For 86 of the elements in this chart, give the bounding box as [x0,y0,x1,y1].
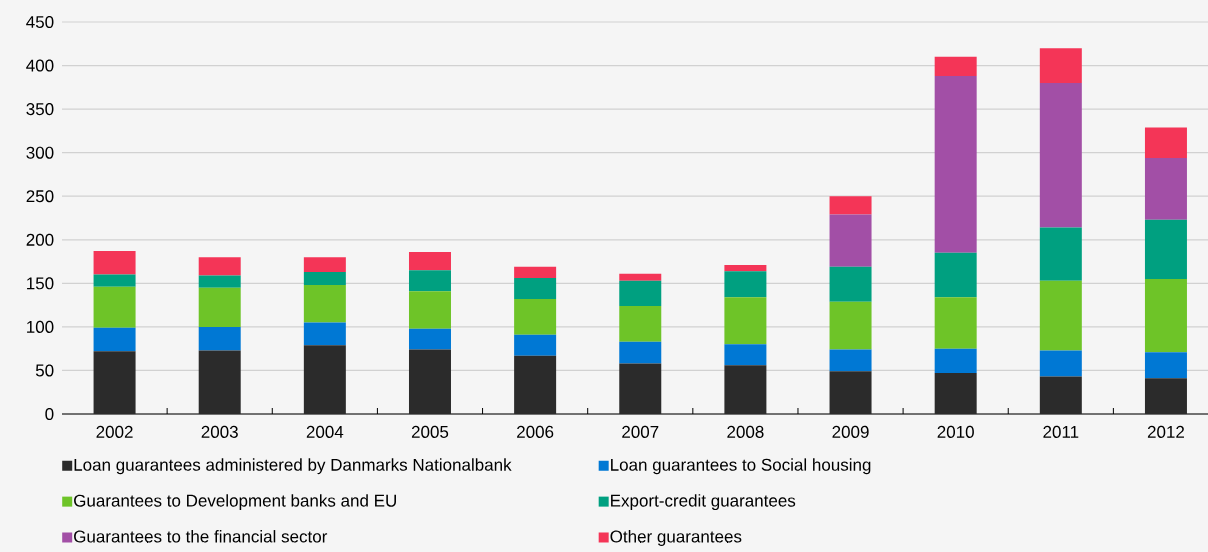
bar [724,265,767,272]
x-tick-label: 2002 [96,425,133,438]
legend-label: Loan guarantees to Social housing [611,458,871,475]
bar [93,351,136,414]
bar [408,291,451,329]
x-tick-label: 2010 [937,425,974,438]
x-tick-label: 2003 [201,425,238,438]
bar [1144,219,1187,279]
bar [514,299,557,335]
bar [619,305,662,342]
bar [303,322,346,346]
bar [724,344,767,366]
bar [198,350,241,414]
bar [93,251,136,275]
bar [93,286,136,328]
x-tick-label: 2004 [306,425,344,438]
bar [198,326,241,351]
y-tick-label: 400 [26,59,54,72]
bar [829,266,872,302]
x-tick-label: 2011 [1043,425,1079,438]
bar [934,348,977,374]
legend-label: Other guarantees [610,530,742,546]
legend-label: Guarantees to Development banks and EU [74,494,396,511]
bar [93,327,136,352]
bar [1144,157,1187,220]
bar [198,287,241,327]
y-tick-label: 300 [26,146,54,159]
bar [198,257,241,276]
bar [303,285,346,323]
bar [724,297,767,345]
bar [934,252,977,298]
bar [198,275,241,288]
bar [934,56,977,76]
bar [408,251,451,271]
x-tick-label: 2008 [727,425,764,438]
bar [1039,48,1082,83]
legend-label: Export-credit guarantees [611,494,796,511]
bar [514,355,557,414]
bar [1039,82,1082,228]
x-tick-label: 2009 [832,425,869,438]
bar [619,363,662,414]
y-tick-label: 50 [35,364,54,377]
bar [93,274,136,287]
y-tick-label: 200 [26,233,54,246]
y-tick-label: 0 [45,407,54,421]
bar [1039,280,1082,351]
bar [1144,278,1187,353]
bar [934,297,977,349]
bar [934,76,977,253]
bar [619,280,662,306]
bar [934,373,977,414]
x-tick-label: 2005 [411,425,449,438]
bar [1039,376,1082,414]
bar [303,345,346,414]
y-tick-label: 150 [27,277,54,290]
bar [829,371,872,414]
bar [829,301,872,350]
x-tick-label: 2012 [1147,425,1184,438]
bar [408,270,451,292]
bar [514,278,557,300]
bar [514,266,557,279]
bar [619,273,662,281]
bar [1144,378,1187,414]
y-tick-label: 450 [26,15,54,29]
bar [1039,350,1082,377]
legend-label: Guarantees to the financial sector [74,530,328,543]
bar [829,349,872,372]
bar [724,365,767,414]
x-tick-label: 2007 [622,425,659,438]
bar [724,271,767,298]
y-tick-label: 100 [27,320,54,333]
bar [408,349,451,414]
bar [514,334,557,356]
bar [1039,227,1082,281]
bar [829,196,872,215]
bar [303,272,346,286]
x-tick-label: 2006 [517,425,554,438]
bar [303,257,346,273]
bar [1144,127,1187,158]
y-tick-label: 350 [26,103,54,116]
bar [1144,352,1187,379]
bar [408,328,451,350]
bar [619,341,662,364]
legend-label: Loan guarantees administered by Danmarks Nationalbank [74,458,512,475]
y-tick-label: 250 [26,190,54,203]
bar [829,214,872,267]
